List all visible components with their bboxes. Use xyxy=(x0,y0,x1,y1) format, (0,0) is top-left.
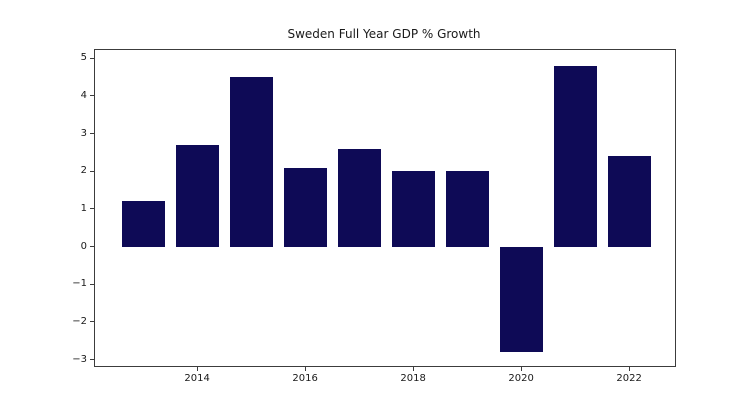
x-tick-label-2016: 2016 xyxy=(292,373,318,384)
y-tick-label-1: 1 xyxy=(80,202,87,214)
y-tick-2 xyxy=(90,170,94,172)
x-tick-2016 xyxy=(304,367,306,371)
x-tick-2020 xyxy=(520,367,522,371)
y-tick-5 xyxy=(90,57,94,59)
y-tick-label-2: 2 xyxy=(80,165,87,177)
x-tick-label-2022: 2022 xyxy=(616,373,642,384)
x-tick-2018 xyxy=(412,367,414,371)
bar-2022 xyxy=(607,156,651,247)
x-tick-2014 xyxy=(196,367,198,371)
y-tick-3 xyxy=(90,133,94,135)
y-tick-label--3: −3 xyxy=(72,353,87,365)
y-tick-label-5: 5 xyxy=(80,52,87,64)
x-tick-label-2018: 2018 xyxy=(400,373,426,384)
y-tick-label-4: 4 xyxy=(80,89,87,101)
y-tick-label--1: −1 xyxy=(72,278,87,290)
y-tick--2 xyxy=(90,321,94,323)
y-tick-1 xyxy=(90,208,94,210)
bar-2017 xyxy=(337,148,381,247)
y-tick-label--2: −2 xyxy=(72,315,87,327)
x-tick-label-2014: 2014 xyxy=(184,373,210,384)
plot-area: −3 −2 −1 0 1 2 3 4 5 2014 2016 2018 2020 2022 xyxy=(72,49,676,384)
bar-2020 xyxy=(499,246,543,353)
chart-title: Sweden Full Year GDP % Growth xyxy=(287,27,481,41)
y-tick--3 xyxy=(90,359,94,361)
bar-2016 xyxy=(283,167,327,247)
bar-2019 xyxy=(445,171,489,247)
y-tick-label-0: 0 xyxy=(80,240,87,252)
x-tick-label-2020: 2020 xyxy=(508,373,534,384)
bar-2013 xyxy=(121,201,165,247)
y-tick-4 xyxy=(90,95,94,97)
y-tick-label-3: 3 xyxy=(80,127,87,139)
y-tick--1 xyxy=(90,283,94,285)
bar-2015 xyxy=(229,77,273,247)
bar-2014 xyxy=(175,144,219,247)
bar-2018 xyxy=(391,171,435,247)
bar-2021 xyxy=(553,65,597,247)
y-tick-0 xyxy=(90,246,94,248)
x-tick-2022 xyxy=(628,367,630,371)
